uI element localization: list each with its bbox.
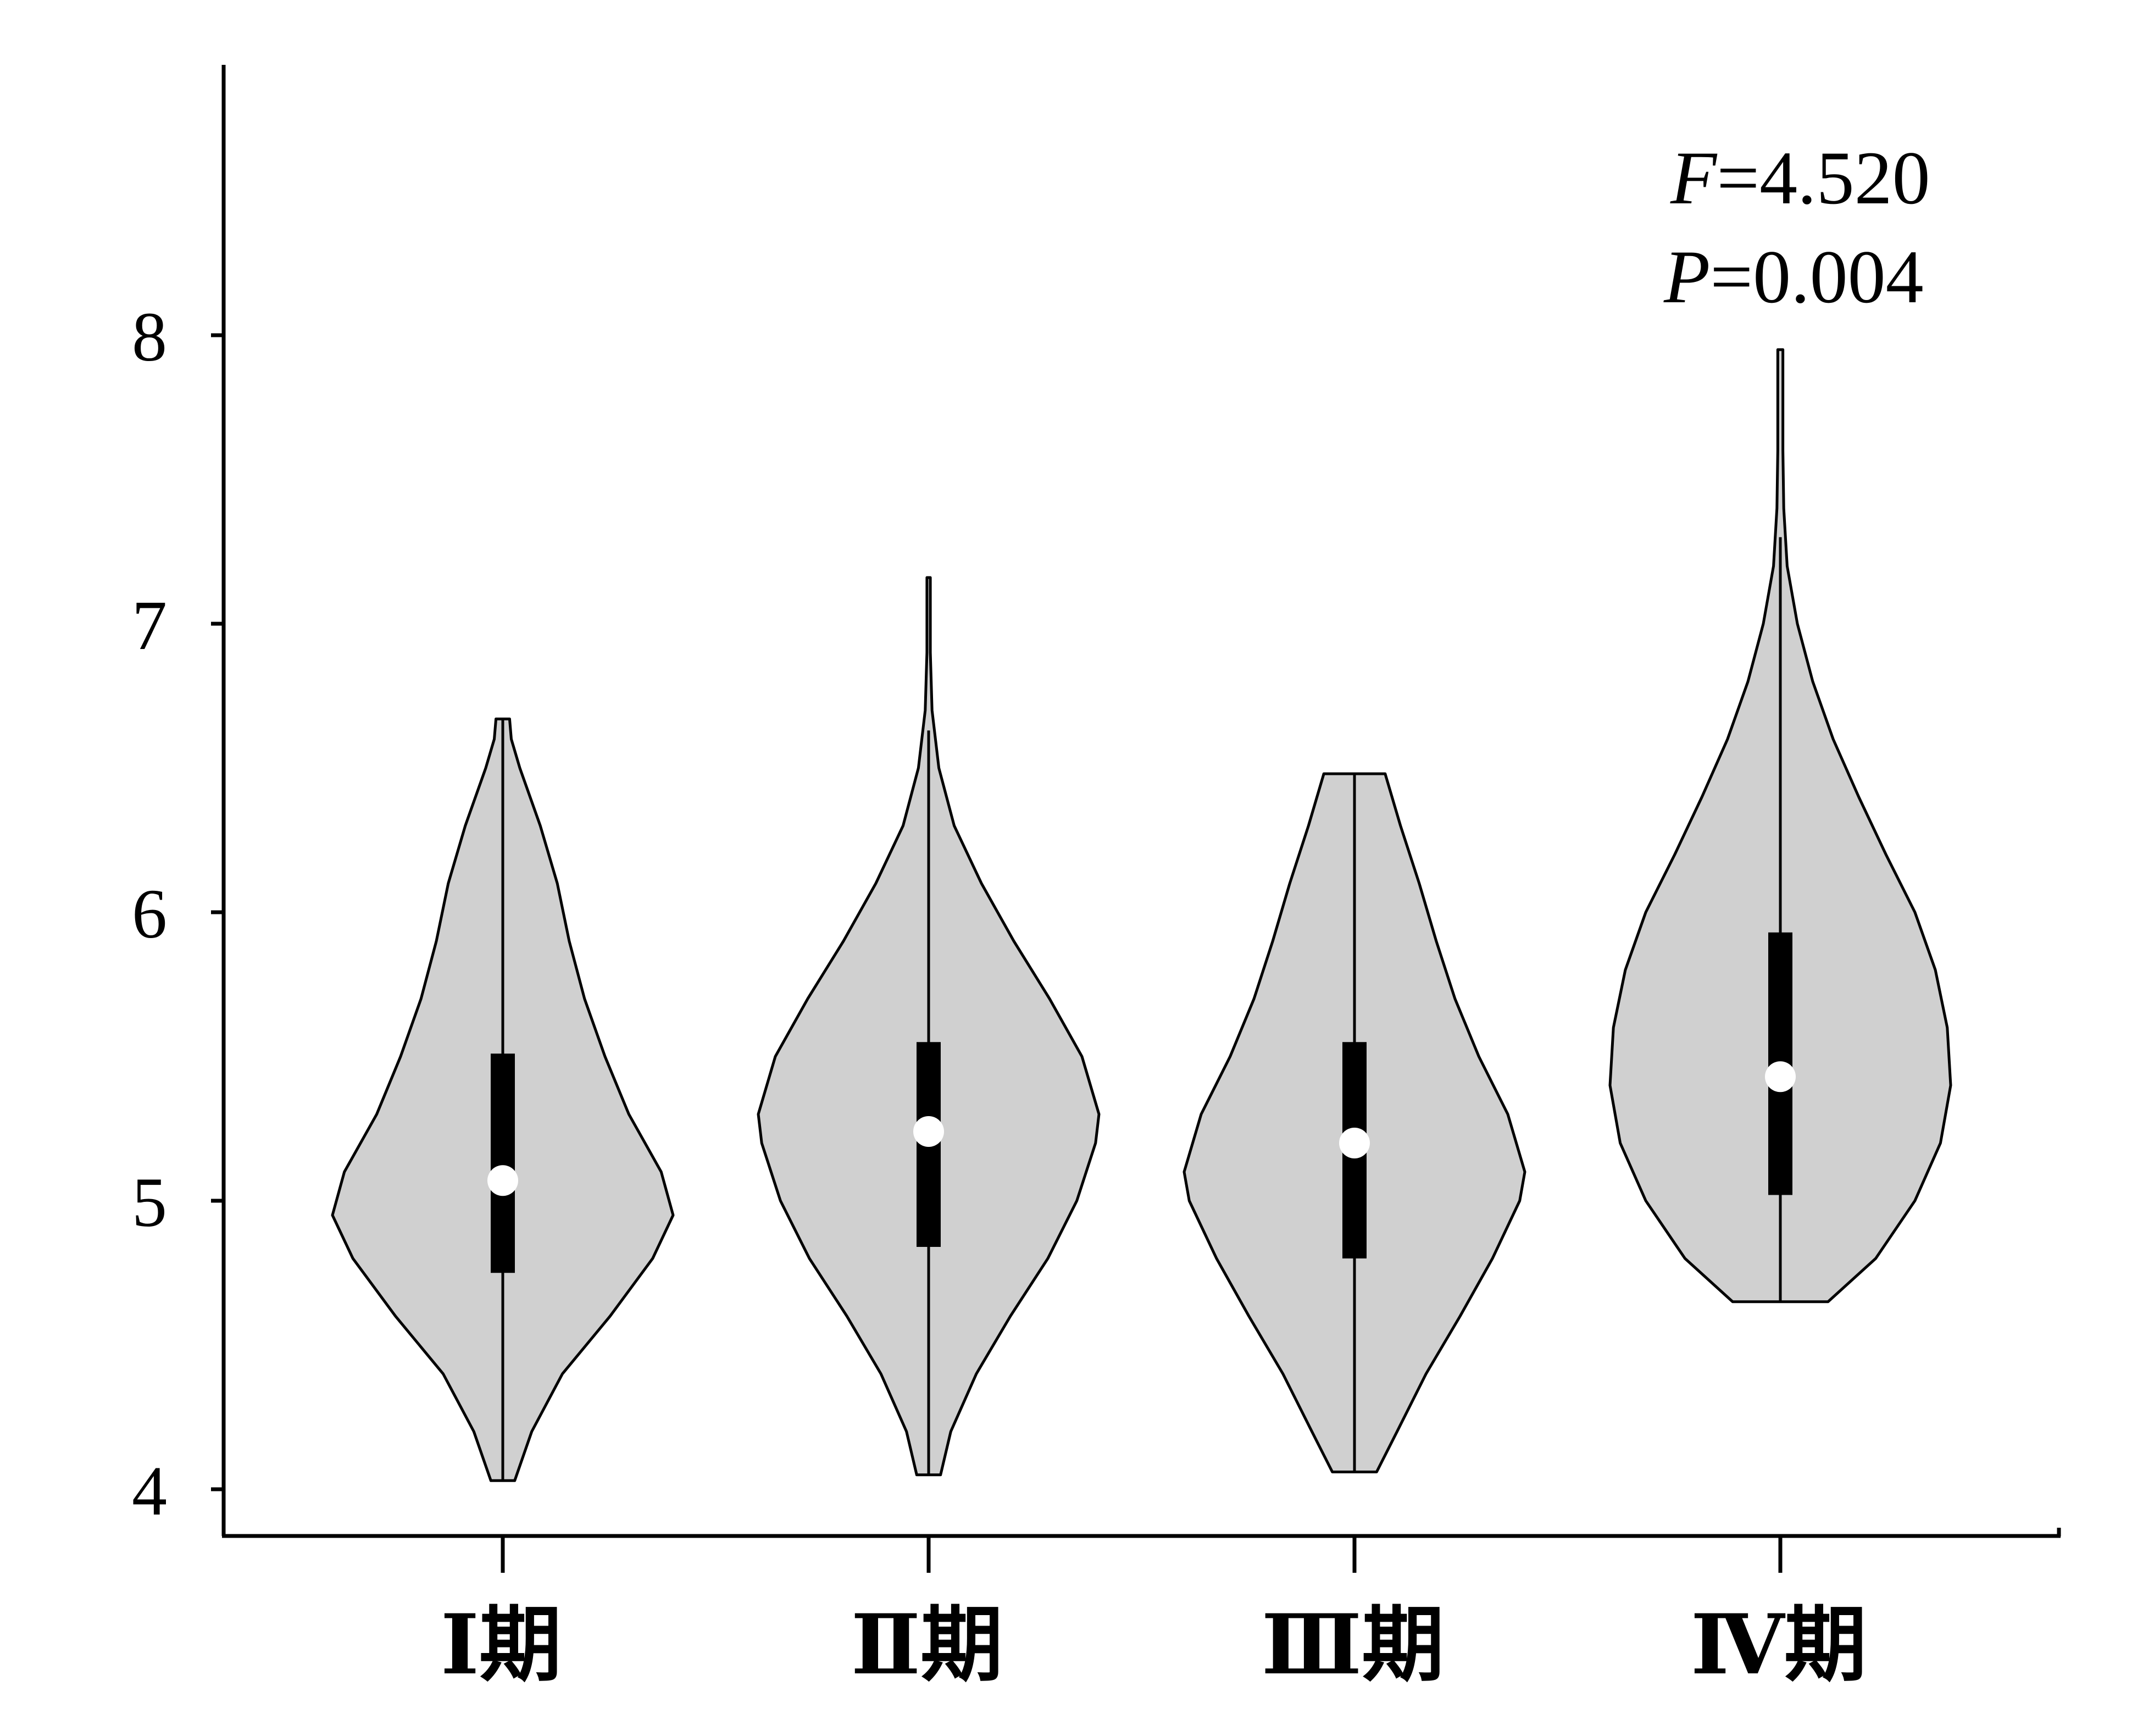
violin-median-point <box>913 1116 944 1147</box>
violin-median-point <box>1339 1128 1370 1158</box>
y-tick-label: 4 <box>132 1452 167 1530</box>
x-category-label: Ⅳ期 <box>1691 1596 1867 1693</box>
violin-2 <box>757 576 1101 1477</box>
violin-iqr-box <box>491 1053 515 1273</box>
f-value: =4.520 <box>1717 136 1930 220</box>
violin-median-point <box>1765 1061 1796 1092</box>
f-label: F <box>1670 136 1718 220</box>
y-tick-label: 8 <box>132 298 167 376</box>
x-category-label: Ⅲ期 <box>1262 1596 1445 1693</box>
y-tick-label: 6 <box>132 875 167 953</box>
y-ticks-layer: 4 5 6 7 8 <box>132 298 224 1530</box>
p-value-text: =0.004 <box>1710 235 1923 319</box>
y-tick-label: 5 <box>132 1163 167 1241</box>
p-value: P=0.004 <box>1663 235 1924 319</box>
violins-layer <box>331 348 1952 1482</box>
x-ticks-layer: Ⅰ期 Ⅱ期 Ⅲ期 Ⅳ期 <box>441 1536 1867 1693</box>
violin-4 <box>1608 348 1952 1304</box>
p-label: P <box>1663 235 1710 319</box>
y-tick-label: 7 <box>132 586 167 664</box>
violin-median-point <box>487 1165 518 1196</box>
violin-1 <box>331 717 675 1482</box>
violin-3 <box>1182 772 1526 1473</box>
x-category-label: Ⅰ期 <box>441 1596 562 1693</box>
f-statistic: F=4.520 <box>1670 136 1930 220</box>
x-category-label: Ⅱ期 <box>851 1596 1003 1693</box>
stat-annotation: F=4.520 P=0.004 <box>1663 136 1930 319</box>
